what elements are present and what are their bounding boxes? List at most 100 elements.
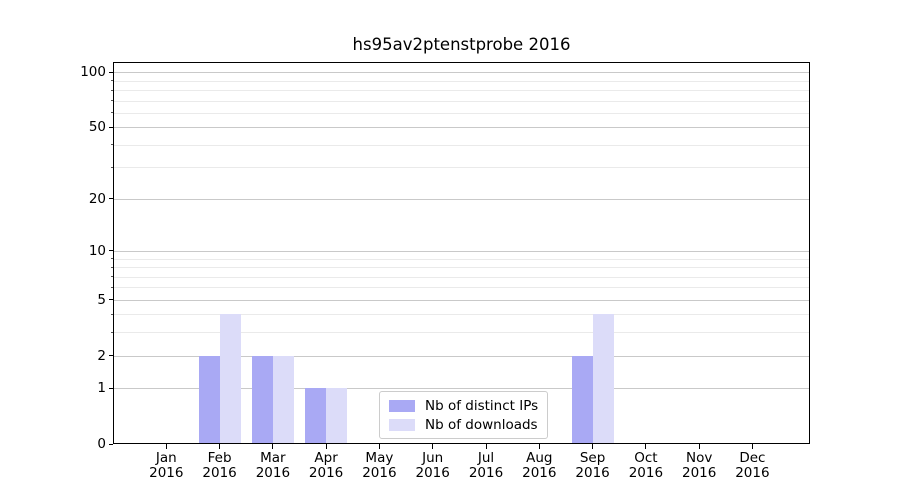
x-tick-label-line: 2016 xyxy=(255,465,291,481)
y-tick-100 xyxy=(108,71,113,73)
legend: Nb of distinct IPs Nb of downloads xyxy=(379,391,549,439)
gridline-minor xyxy=(114,167,809,169)
gridline-major xyxy=(114,250,809,252)
bar-nb-of-downloads-mar-2016 xyxy=(272,355,294,443)
x-tick-label-line: 2016 xyxy=(468,465,504,481)
x-tick-label-may-2016: May 2016 xyxy=(347,451,411,481)
x-tick-label-line: 2016 xyxy=(149,465,184,481)
x-tick-label-line: Aug xyxy=(526,450,553,466)
x-tick-label-line: 2016 xyxy=(362,465,397,481)
x-tick-label-line: Feb xyxy=(207,450,232,466)
y-minor-tick-4 xyxy=(110,313,113,315)
y-minor-tick-90 xyxy=(110,80,113,82)
y-minor-tick-8 xyxy=(110,266,113,268)
x-tick-label-line: 2016 xyxy=(575,465,610,481)
x-tick-nov-2016 xyxy=(698,444,700,449)
x-tick-label-jul-2016: Jul 2016 xyxy=(454,451,518,481)
x-tick-label-line: Mar xyxy=(260,450,286,466)
x-tick-oct-2016 xyxy=(645,444,647,449)
y-tick-label-10: 10 xyxy=(88,242,106,259)
x-tick-label-line: 2016 xyxy=(522,465,557,481)
x-tick-label-line: Oct xyxy=(634,450,658,466)
gridline-minor xyxy=(114,100,809,102)
x-tick-label-aug-2016: Aug 2016 xyxy=(507,451,571,481)
legend-entry-distinct-ips: Nb of distinct IPs xyxy=(389,397,538,414)
y-tick-label-100: 100 xyxy=(80,64,106,81)
gridline-minor xyxy=(114,276,809,278)
x-tick-label-line: Nov xyxy=(686,450,713,466)
x-tick-label-line: 2016 xyxy=(628,465,664,481)
y-tick-label-50: 50 xyxy=(88,119,106,136)
legend-entry-downloads: Nb of downloads xyxy=(389,416,538,433)
gridline-minor xyxy=(114,80,809,82)
x-tick-label-mar-2016: Mar 2016 xyxy=(241,451,305,481)
x-tick-dec-2016 xyxy=(751,444,753,449)
y-minor-tick-60 xyxy=(110,112,113,114)
x-tick-label-line: Sep xyxy=(579,450,606,466)
legend-swatch-distinct-ips xyxy=(389,399,415,412)
x-tick-jul-2016 xyxy=(485,444,487,449)
bar-nb-of-distinct-ips-apr-2016 xyxy=(305,388,327,443)
y-minor-tick-9 xyxy=(110,258,113,259)
y-tick-50 xyxy=(108,126,113,128)
x-tick-label-line: Dec xyxy=(739,450,766,466)
gridline-minor xyxy=(114,90,809,91)
y-minor-tick-30 xyxy=(110,166,113,168)
x-tick-label-line: May xyxy=(365,450,394,466)
y-tick-2 xyxy=(108,355,113,356)
x-tick-label-line: 2016 xyxy=(202,465,237,481)
y-tick-label-5: 5 xyxy=(97,291,106,308)
legend-label-distinct-ips: Nb of distinct IPs xyxy=(425,397,539,414)
x-tick-jan-2016 xyxy=(165,444,167,449)
gridline-major xyxy=(114,388,809,390)
y-tick-20 xyxy=(108,198,113,200)
y-minor-tick-40 xyxy=(110,144,113,146)
x-tick-mar-2016 xyxy=(272,444,274,449)
y-tick-1 xyxy=(108,387,113,389)
x-tick-label-feb-2016: Feb 2016 xyxy=(188,451,252,481)
x-tick-may-2016 xyxy=(378,444,380,449)
gridline-major xyxy=(114,72,809,74)
y-tick-label-1: 1 xyxy=(97,380,106,397)
x-tick-label-line: 2016 xyxy=(308,465,344,481)
y-tick-10 xyxy=(108,250,113,252)
x-tick-label-line: Jul xyxy=(477,450,495,466)
gridline-minor xyxy=(114,144,809,146)
gridline-major xyxy=(114,299,809,301)
y-minor-tick-7 xyxy=(110,276,113,277)
bar-nb-of-downloads-feb-2016 xyxy=(219,314,241,443)
x-tick-label-jun-2016: Jun 2016 xyxy=(401,451,465,481)
y-minor-tick-3 xyxy=(110,331,113,333)
gridline-minor xyxy=(114,258,809,260)
x-tick-label-dec-2016: Dec 2016 xyxy=(720,451,784,481)
bar-nb-of-distinct-ips-feb-2016 xyxy=(198,355,220,443)
x-tick-sep-2016 xyxy=(592,444,594,449)
gridline-minor xyxy=(114,287,809,289)
x-tick-label-line: 2016 xyxy=(682,465,717,481)
y-minor-tick-70 xyxy=(110,100,113,102)
y-tick-label-20: 20 xyxy=(88,190,106,207)
y-tick-5 xyxy=(108,299,113,301)
gridline-minor xyxy=(114,112,809,114)
x-tick-label-line: Apr xyxy=(314,450,338,466)
x-tick-label-line: Jan xyxy=(155,450,177,466)
x-tick-feb-2016 xyxy=(219,444,221,449)
x-tick-label-nov-2016: Nov 2016 xyxy=(667,451,731,481)
x-tick-label-sep-2016: Sep 2016 xyxy=(561,451,625,481)
gridline-major xyxy=(114,355,809,357)
x-tick-label-line: 2016 xyxy=(735,465,770,481)
plot-area xyxy=(113,62,810,444)
gridline-minor xyxy=(114,332,809,334)
x-tick-label-oct-2016: Oct 2016 xyxy=(614,451,678,481)
x-tick-jun-2016 xyxy=(432,444,434,449)
gridline-major xyxy=(114,127,809,129)
bar-nb-of-distinct-ips-mar-2016 xyxy=(251,355,273,443)
x-tick-apr-2016 xyxy=(325,444,327,449)
bar-nb-of-downloads-apr-2016 xyxy=(326,388,348,443)
gridline-major xyxy=(114,198,809,200)
x-tick-label-line: Jun xyxy=(422,450,444,466)
y-tick-label-2: 2 xyxy=(97,347,106,364)
y-minor-tick-80 xyxy=(110,89,113,91)
